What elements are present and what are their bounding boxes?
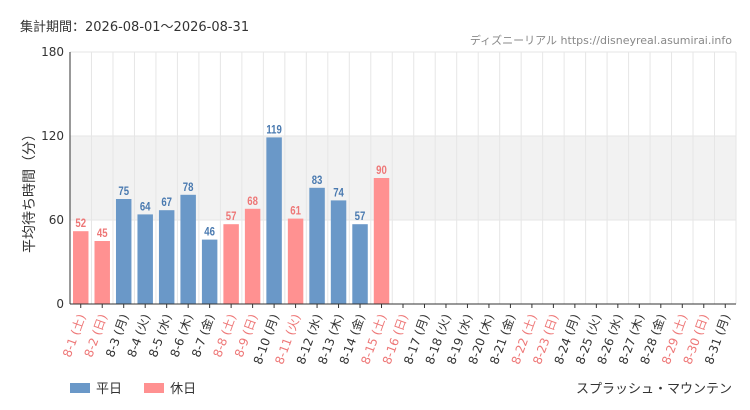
bar	[330, 200, 347, 304]
value-label: 57	[355, 210, 366, 223]
value-label: 83	[312, 174, 323, 187]
legend-label-weekday: 平日	[96, 382, 123, 397]
value-label: 119	[266, 123, 281, 136]
value-label: 68	[247, 195, 258, 208]
bar	[158, 210, 175, 304]
legend-swatch-holiday	[144, 382, 165, 393]
bar	[115, 199, 132, 304]
wait-time-chart: 52 45 75 64 67 78 46 57 68 119 61 83 74 57 90 0 60 120 18…	[22, 45, 737, 366]
bar	[266, 137, 282, 304]
bar	[94, 241, 110, 304]
legend-item-weekday: 平日	[70, 378, 122, 397]
y-tick-label: 180	[41, 45, 64, 59]
site-credit: ディズニーリアル https://disneyreal.asumirai.inf…	[469, 34, 732, 47]
attraction-name: スプラッシュ・マウンテン	[575, 382, 732, 397]
bar	[180, 194, 196, 304]
y-tick-label: 120	[41, 129, 64, 143]
y-axis-title: 平均待ち時間（分）	[22, 127, 38, 253]
value-label: 67	[161, 196, 172, 209]
bar	[201, 239, 218, 304]
value-label: 61	[290, 205, 301, 218]
bar	[137, 214, 153, 304]
legend-item-holiday: 休日	[144, 378, 196, 397]
legend-swatch-weekday	[70, 382, 90, 393]
bar	[73, 231, 89, 304]
bar	[287, 218, 304, 304]
bar	[373, 178, 390, 304]
value-label: 46	[204, 226, 215, 239]
chart-legend: 平日 休日	[70, 378, 214, 397]
bar	[352, 224, 368, 304]
value-label: 74	[333, 186, 344, 199]
value-label: 64	[140, 200, 151, 213]
value-label: 52	[75, 217, 86, 230]
value-label: 78	[183, 181, 194, 194]
bar	[223, 224, 239, 304]
value-label: 90	[376, 164, 387, 177]
value-label: 75	[118, 185, 129, 198]
legend-label-holiday: 休日	[170, 382, 197, 397]
period-label: 集計期間：2026-08-01～2026-08-31	[20, 20, 250, 35]
bar	[309, 187, 325, 304]
value-label: 57	[226, 210, 237, 223]
value-label: 45	[97, 227, 108, 240]
bar	[244, 208, 261, 304]
y-tick-label: 60	[49, 213, 64, 227]
y-tick-label: 0	[56, 297, 64, 311]
